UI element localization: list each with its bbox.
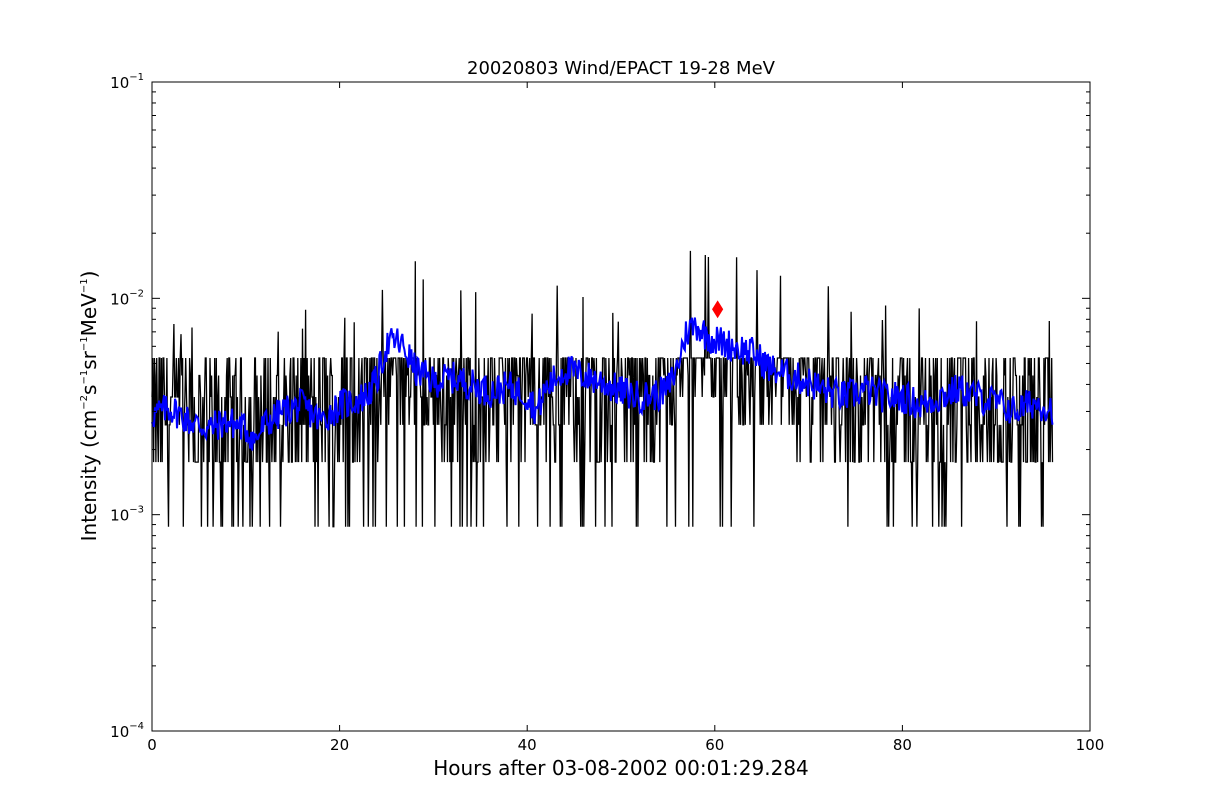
x-axis-title: Hours after 03-08-2002 00:01:29.284: [433, 756, 809, 780]
plot-area: [151, 250, 1054, 528]
chart-title: 20020803 Wind/EPACT 19-28 MeV: [467, 58, 776, 79]
event-marker: [712, 300, 724, 319]
series-smoothed-intensity: [151, 317, 1054, 451]
smoothed-intensity-line: [151, 317, 1054, 451]
x-tick-label: 40: [518, 736, 537, 754]
y-axis: 10−4 10−3 10−2 10−1: [110, 72, 1090, 741]
x-tick-label: 60: [705, 736, 724, 754]
x-tick-label: 100: [1076, 736, 1105, 754]
x-axis: 0 20 40 60 80 100: [147, 82, 1104, 754]
x-tick-label: 80: [893, 736, 912, 754]
x-tick-label: 20: [330, 736, 349, 754]
y-tick-label: 10−1: [110, 72, 144, 92]
x-tick-label: 0: [147, 736, 157, 754]
y-tick-label: 10−3: [110, 505, 144, 525]
y-tick-label: 10−4: [110, 721, 144, 741]
plot-frame: [151, 81, 1091, 732]
y-tick-label: 10−2: [110, 288, 144, 308]
event-marker-layer: [712, 300, 724, 319]
y-axis-title: Intensity (cm−2s−1sr−1MeV−1): [77, 271, 101, 542]
